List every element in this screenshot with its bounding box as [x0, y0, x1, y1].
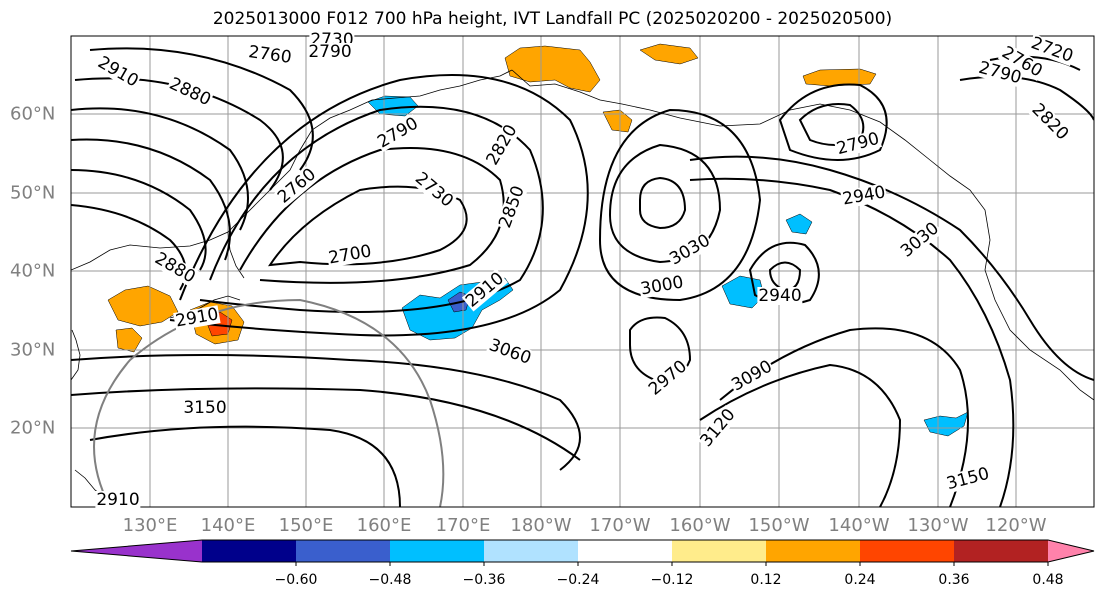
contour-label: 2790	[307, 42, 353, 62]
lon-label: 150°E	[278, 515, 334, 536]
contour-label: 2760	[273, 164, 321, 208]
contour-label: 2820	[482, 120, 522, 170]
lon-label: 180°W	[510, 515, 572, 536]
colorbar	[70, 539, 1095, 566]
colorbar-tick-label: 0.12	[750, 572, 782, 588]
colorbar-segment	[578, 540, 673, 562]
lat-label: 60°N	[10, 103, 56, 125]
colorbar-segment	[672, 540, 767, 562]
colorbar-outline	[70, 539, 1095, 563]
contour-label: 2910	[461, 268, 509, 312]
colorbar-tick-label: 0.24	[844, 572, 876, 588]
lon-label: 160°E	[356, 515, 412, 536]
contour-label: 2730	[410, 168, 458, 212]
lon-label: 120°W	[985, 515, 1047, 536]
lon-label: 170°W	[589, 515, 651, 536]
map-frame	[70, 35, 1095, 508]
colorbar-tick-label: −0.12	[650, 572, 694, 588]
map-area	[71, 36, 1094, 507]
contour-label: 3090	[727, 356, 777, 396]
colorbar-segment	[484, 540, 579, 562]
colorbar-extend-high	[1048, 540, 1094, 562]
colorbar-tick-label: 0.36	[938, 572, 970, 588]
contour-label: 2940	[757, 286, 803, 306]
colorbar-segment	[954, 540, 1049, 562]
contour-label: 2970	[644, 356, 692, 400]
orange-patch-bering	[602, 109, 633, 133]
contour-label: 2910	[173, 304, 221, 332]
map-title: 2025013000 F012 700 hPa height, IVT Land…	[212, 9, 893, 29]
lat-label: 30°N	[10, 339, 56, 361]
colorbar-tick-label: −0.36	[462, 572, 506, 588]
lon-label: 140°E	[200, 515, 256, 536]
contour-label: 3150	[182, 398, 228, 418]
blue-patch-south	[923, 411, 969, 437]
contour-label: 2790	[833, 128, 883, 160]
colorbar-segment	[766, 540, 861, 562]
colorbar-extend-low	[71, 540, 202, 562]
colorbar-segment	[296, 540, 391, 562]
contour-label: 3030	[896, 218, 944, 262]
contour-label: 2940	[840, 182, 888, 210]
colorbar-segment	[202, 540, 297, 562]
contour-label: 3150	[943, 463, 993, 495]
colorbar-segment	[860, 540, 955, 562]
contour-label: 2880	[165, 73, 215, 111]
lon-label: 130°E	[122, 515, 178, 536]
lat-label: 40°N	[10, 260, 56, 282]
colorbar-segment	[390, 540, 485, 562]
colorbar-tick-label: 0.48	[1032, 572, 1064, 588]
lon-label: 160°W	[669, 515, 731, 536]
contour-label: 2910	[93, 52, 143, 92]
lat-label: 50°N	[10, 182, 56, 204]
range-circle	[93, 298, 445, 507]
contour-label: 3000	[638, 272, 686, 300]
contour-label: 2820	[1027, 99, 1073, 145]
lon-label: 130°W	[907, 515, 969, 536]
contour-label: 2910	[95, 490, 141, 510]
contour-label: 3120	[696, 404, 740, 452]
contour-label: 2760	[246, 42, 294, 68]
contour-label: 2790	[373, 113, 423, 153]
contour-label: 3060	[485, 335, 535, 369]
contour-label: 2880	[150, 248, 200, 288]
contour-label: 2700	[326, 241, 374, 269]
lon-label: 150°W	[748, 515, 810, 536]
orange-patch-alaska-2	[639, 43, 699, 65]
contour-label: 2850	[495, 182, 529, 232]
lon-label: 170°E	[435, 515, 491, 536]
colorbar-tick-label: −0.48	[368, 572, 412, 588]
lat-label: 20°N	[10, 417, 56, 439]
contour-label: 3030	[665, 230, 715, 270]
colorbar-tick-label: −0.24	[556, 572, 600, 588]
lon-label: 140°W	[828, 515, 890, 536]
orange-patch-yukon	[802, 68, 877, 87]
blue-patch-mid	[785, 213, 813, 235]
orange-patch-japan-2	[115, 327, 143, 353]
colorbar-tick-label: −0.60	[274, 572, 318, 588]
